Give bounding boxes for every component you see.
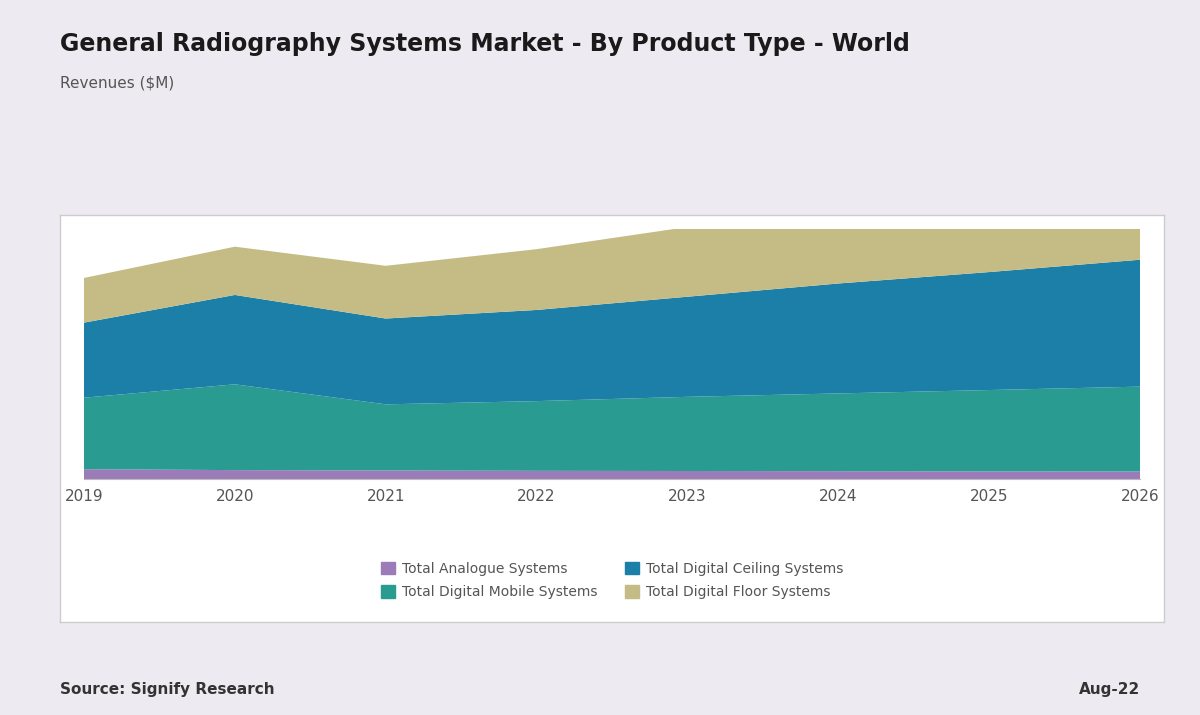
Text: Source: Signify Research: Source: Signify Research bbox=[60, 682, 275, 697]
Text: General Radiography Systems Market - By Product Type - World: General Radiography Systems Market - By … bbox=[60, 32, 910, 56]
Text: Revenues ($M): Revenues ($M) bbox=[60, 75, 174, 90]
Legend: Total Analogue Systems, Total Digital Mobile Systems, Total Digital Ceiling Syst: Total Analogue Systems, Total Digital Mo… bbox=[376, 556, 848, 605]
Text: Aug-22: Aug-22 bbox=[1079, 682, 1140, 697]
